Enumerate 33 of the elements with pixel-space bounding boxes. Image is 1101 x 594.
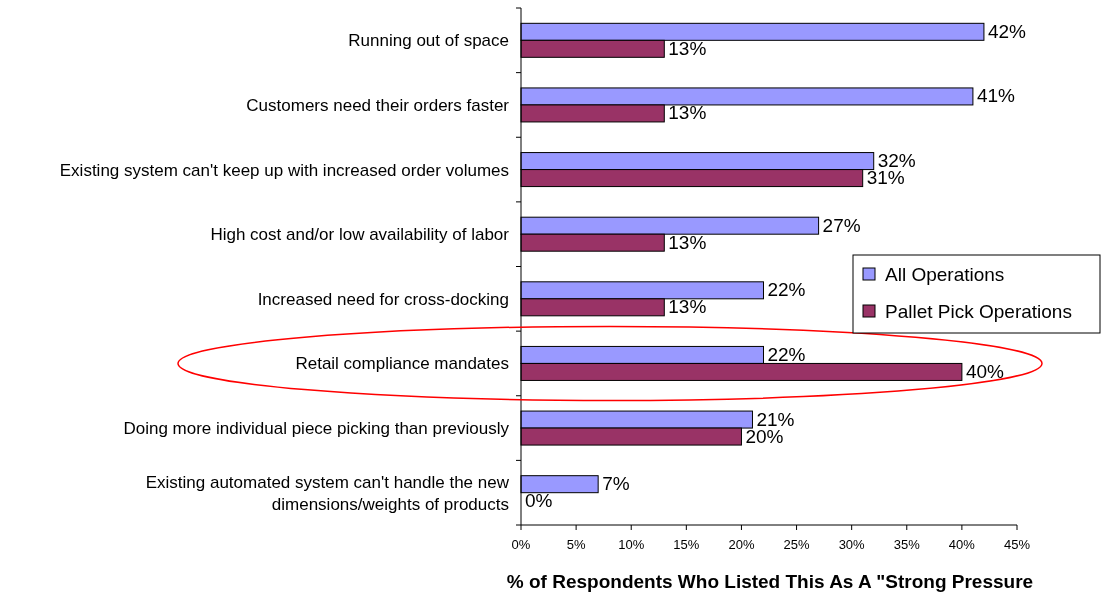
data-label: 13%: [668, 37, 707, 59]
data-label: 13%: [668, 102, 707, 124]
y-tick-label: Existing automated system can't handle the new dimensions/weights of products: [145, 472, 510, 514]
data-label: 41%: [976, 85, 1016, 107]
x-tick-label: 20%: [728, 537, 755, 552]
x-tick-label: 30%: [838, 537, 866, 552]
y-tick-label: Running out of space: [348, 31, 509, 51]
y-tick-label: Retail compliance mandates: [295, 354, 509, 374]
legend-label: All Operations: [885, 264, 1005, 285]
y-tick-label: Customers need their orders faster: [246, 95, 510, 115]
x-tick-label: 0%: [511, 537, 531, 552]
data-label: 13%: [668, 231, 707, 253]
data-label: 22%: [767, 343, 806, 365]
legend-label: Pallet Pick Operations: [885, 301, 1072, 322]
x-tick-label: 35%: [893, 537, 921, 552]
data-label: 0%: [525, 490, 553, 512]
y-tick-label: Existing system can't keep up with increased order volumes: [59, 160, 509, 180]
x-tick-label: 25%: [783, 537, 810, 552]
x-tick-label: 40%: [948, 537, 976, 552]
y-tick-label: High cost and/or low availability of labor: [210, 225, 510, 245]
x-tick-label: 45%: [1003, 537, 1031, 552]
data-label: 13%: [668, 296, 707, 318]
data-label: 40%: [965, 360, 1005, 382]
x-tick-label: 10%: [618, 537, 645, 552]
x-tick-label: 5%: [566, 537, 586, 552]
data-label: 42%: [987, 20, 1027, 42]
data-label: 7%: [602, 473, 630, 495]
y-tick-label: Increased need for cross-docking: [257, 289, 509, 309]
data-label: 27%: [822, 214, 861, 236]
x-tick-label: 15%: [673, 537, 700, 552]
data-label: 22%: [767, 279, 806, 301]
x-axis-title: % of Respondents Who Listed This As A "Strong Pressure: [506, 571, 1034, 592]
y-tick-label: Doing more individual piece picking than previously: [123, 419, 510, 439]
